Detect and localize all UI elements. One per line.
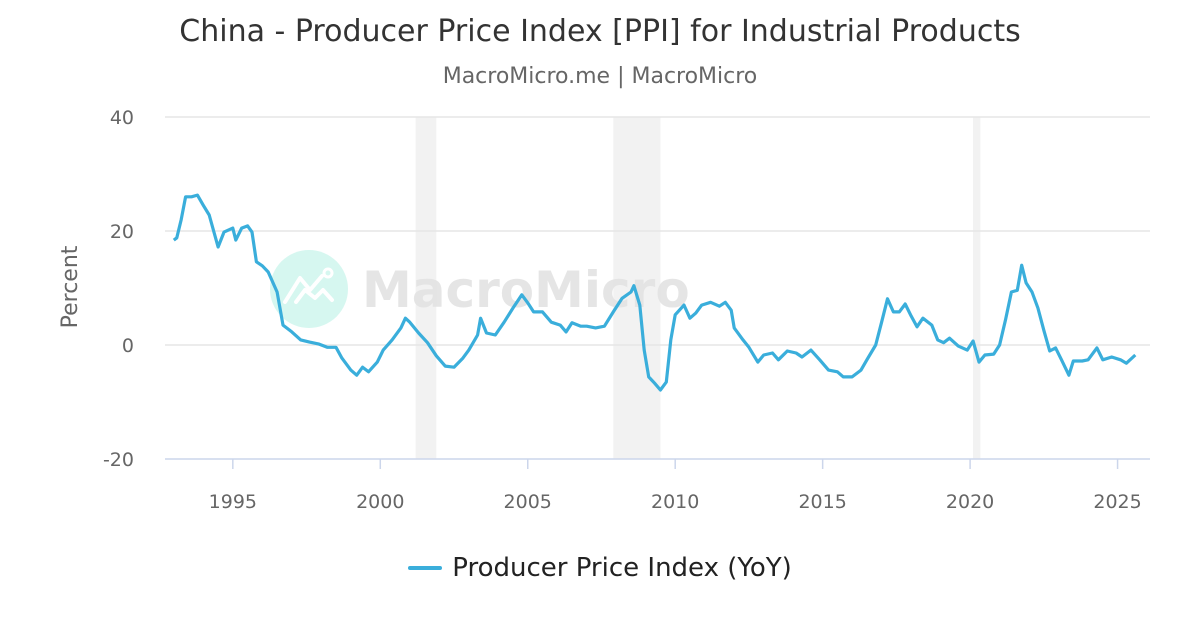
legend-label[interactable]: Producer Price Index (YoY) bbox=[452, 553, 792, 583]
x-tick-label: 2000 bbox=[356, 491, 404, 513]
y-tick-label: 20 bbox=[110, 221, 134, 243]
series-line-ppi bbox=[172, 193, 1137, 392]
recession-band bbox=[973, 117, 981, 459]
y-tick-label: -20 bbox=[103, 449, 134, 471]
x-tick-label: 2025 bbox=[1093, 491, 1141, 513]
y-axis-label: Percent bbox=[58, 245, 83, 328]
x-tick-label: 1995 bbox=[209, 491, 257, 513]
recession-band bbox=[415, 117, 437, 459]
y-tick-label: 40 bbox=[110, 107, 134, 129]
x-tick-label: 2010 bbox=[651, 491, 699, 513]
x-tick-label: 2005 bbox=[504, 491, 552, 513]
x-tick-label: 2015 bbox=[798, 491, 846, 513]
watermark-logo: MacroMicro bbox=[270, 250, 690, 328]
x-tick-label: 2020 bbox=[946, 491, 994, 513]
legend-swatch bbox=[408, 566, 443, 570]
chart-title: China - Producer Price Index [PPI] for I… bbox=[179, 14, 1021, 49]
chart-subtitle: MacroMicro.me | MacroMicro bbox=[442, 64, 758, 89]
legend[interactable]: Producer Price Index (YoY) bbox=[0, 553, 1200, 583]
recession-band bbox=[613, 117, 661, 459]
y-tick-label: 0 bbox=[122, 335, 134, 357]
